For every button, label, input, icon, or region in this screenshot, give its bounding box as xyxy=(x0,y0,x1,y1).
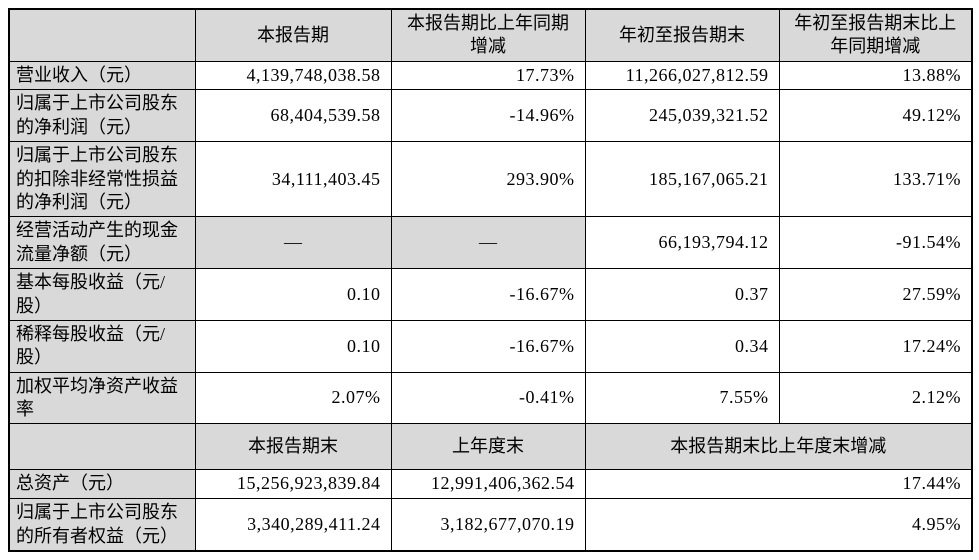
value-cell: 12,991,406,362.54 xyxy=(390,469,586,499)
value-cell: 3,340,289,411.24 xyxy=(194,497,392,552)
value-cell: 133.71% xyxy=(778,141,973,218)
metric-label-cell: 稀释每股收益（元/股） xyxy=(8,319,196,373)
metric-label-cell: 加权平均净资产收益率 xyxy=(8,371,196,425)
value-cell: 0.37 xyxy=(584,268,780,321)
table-row-total-assets: 总资产（元） 15,256,923,839.84 12,991,406,362.… xyxy=(8,469,973,499)
value-cell: 17.24% xyxy=(778,319,973,373)
section1-header-row: 本报告期 本报告期比上年同期增减 年初至报告期末 年初至报告期末比上年同期增减 xyxy=(8,8,973,62)
value-cell: 2.12% xyxy=(778,371,973,425)
table-row-owners-equity: 归属于上市公司股东的所有者权益（元） 3,340,289,411.24 3,18… xyxy=(8,497,973,552)
value-cell: 4.95% xyxy=(584,497,973,552)
value-cell: 66,193,794.12 xyxy=(584,216,780,270)
column-header-ytd-yoy-change: 年初至报告期末比上年同期增减 xyxy=(778,8,973,62)
value-cell: 2.07% xyxy=(194,371,392,425)
value-cell: 293.90% xyxy=(390,141,586,218)
table-row-operating-cash-flow: 经营活动产生的现金流量净额（元） — — 66,193,794.12 -91.5… xyxy=(8,216,973,270)
value-cell: 245,039,321.52 xyxy=(584,89,780,143)
table-row-net-profit: 归属于上市公司股东的净利润（元） 68,404,539.58 -14.96% 2… xyxy=(8,89,973,143)
value-cell: -14.96% xyxy=(390,89,586,143)
value-cell: 13.88% xyxy=(778,60,973,91)
metric-label-cell: 归属于上市公司股东的净利润（元） xyxy=(8,89,196,143)
value-cell: 0.10 xyxy=(194,319,392,373)
table-row-weighted-avg-roe: 加权平均净资产收益率 2.07% -0.41% 7.55% 2.12% xyxy=(8,371,973,425)
column-header-yoy-change: 本报告期比上年同期增减 xyxy=(390,8,586,62)
value-cell: 27.59% xyxy=(778,268,973,321)
value-cell-na: — xyxy=(194,216,392,270)
table-row-basic-eps: 基本每股收益（元/股） 0.10 -16.67% 0.37 27.59% xyxy=(8,268,973,321)
column-header-ytd: 年初至报告期末 xyxy=(584,8,780,62)
value-cell: 7.55% xyxy=(584,371,780,425)
table-row-diluted-eps: 稀释每股收益（元/股） 0.10 -16.67% 0.34 17.24% xyxy=(8,319,973,373)
metric-label-cell: 归属于上市公司股东的扣除非经常性损益的净利润（元） xyxy=(8,141,196,218)
value-cell: 3,182,677,070.19 xyxy=(390,497,586,552)
metric-label-cell: 归属于上市公司股东的所有者权益（元） xyxy=(8,497,196,552)
value-cell: 0.34 xyxy=(584,319,780,373)
value-cell: 34,111,403.45 xyxy=(194,141,392,218)
metric-label-cell: 基本每股收益（元/股） xyxy=(8,268,196,321)
value-cell-na: — xyxy=(390,216,586,270)
blank-header-cell xyxy=(8,423,196,471)
section2-header-row: 本报告期末 上年度末 本报告期末比上年度末增减 xyxy=(8,423,973,471)
value-cell: 185,167,065.21 xyxy=(584,141,780,218)
value-cell: 17.44% xyxy=(584,469,973,499)
value-cell: 17.73% xyxy=(390,60,586,91)
blank-header-cell xyxy=(8,8,196,62)
value-cell: 11,266,027,812.59 xyxy=(584,60,780,91)
value-cell: 4,139,748,038.58 xyxy=(194,60,392,91)
value-cell: 15,256,923,839.84 xyxy=(194,469,392,499)
metric-label-cell: 经营活动产生的现金流量净额（元） xyxy=(8,216,196,270)
metric-label-cell: 营业收入（元） xyxy=(8,60,196,91)
column-header-period-end-change: 本报告期末比上年度末增减 xyxy=(584,423,973,471)
table-row-net-profit-excl-nonrecurring: 归属于上市公司股东的扣除非经常性损益的净利润（元） 34,111,403.45 … xyxy=(8,141,973,218)
column-header-prior-year-end: 上年度末 xyxy=(390,423,586,471)
value-cell: 49.12% xyxy=(778,89,973,143)
value-cell: 0.10 xyxy=(194,268,392,321)
value-cell: -91.54% xyxy=(778,216,973,270)
value-cell: -16.67% xyxy=(390,319,586,373)
value-cell: 68,404,539.58 xyxy=(194,89,392,143)
value-cell: -16.67% xyxy=(390,268,586,321)
column-header-period-end: 本报告期末 xyxy=(194,423,392,471)
table-row-revenue: 营业收入（元） 4,139,748,038.58 17.73% 11,266,0… xyxy=(8,60,973,91)
financial-summary-table: 本报告期 本报告期比上年同期增减 年初至报告期末 年初至报告期末比上年同期增减 … xyxy=(8,8,973,553)
metric-label-cell: 总资产（元） xyxy=(8,469,196,499)
column-header-current-period: 本报告期 xyxy=(194,8,392,62)
value-cell: -0.41% xyxy=(390,371,586,425)
